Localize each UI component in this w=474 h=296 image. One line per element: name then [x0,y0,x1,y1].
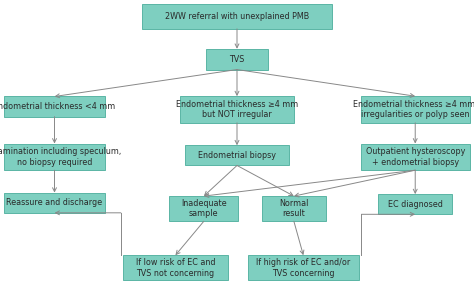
FancyBboxPatch shape [361,96,470,123]
FancyBboxPatch shape [378,194,452,214]
Text: If low risk of EC and
TVS not concerning: If low risk of EC and TVS not concerning [136,258,215,278]
FancyBboxPatch shape [123,255,228,281]
FancyBboxPatch shape [169,196,238,221]
FancyBboxPatch shape [4,193,105,213]
Text: Inadequate
sample: Inadequate sample [181,199,227,218]
Text: Examination including speculum,
no biopsy required: Examination including speculum, no biops… [0,147,121,167]
FancyBboxPatch shape [361,144,470,170]
FancyBboxPatch shape [185,145,289,165]
Text: Endometrial thickness <4 mm: Endometrial thickness <4 mm [0,102,116,111]
FancyBboxPatch shape [180,96,294,123]
FancyBboxPatch shape [142,4,332,29]
Text: TVS: TVS [229,55,245,64]
Text: Normal
result: Normal result [279,199,309,218]
FancyBboxPatch shape [4,96,105,117]
FancyBboxPatch shape [262,196,326,221]
Text: Endometrial thickness ≥4 mm
but NOT irregular: Endometrial thickness ≥4 mm but NOT irre… [176,100,298,119]
Text: Endometrial biopsy: Endometrial biopsy [198,151,276,160]
Text: Endometrial thickness ≥4 mm,
irregularities or polyp seen: Endometrial thickness ≥4 mm, irregularit… [353,100,474,119]
Text: If high risk of EC and/or
TVS concerning: If high risk of EC and/or TVS concerning [256,258,350,278]
FancyBboxPatch shape [206,49,268,70]
FancyBboxPatch shape [247,255,359,281]
Text: EC diagnosed: EC diagnosed [388,200,443,209]
Text: 2WW referral with unexplained PMB: 2WW referral with unexplained PMB [165,12,309,21]
FancyBboxPatch shape [4,144,105,170]
Text: Reassure and discharge: Reassure and discharge [7,198,102,207]
Text: Outpatient hysteroscopy
+ endometrial biopsy: Outpatient hysteroscopy + endometrial bi… [365,147,465,167]
